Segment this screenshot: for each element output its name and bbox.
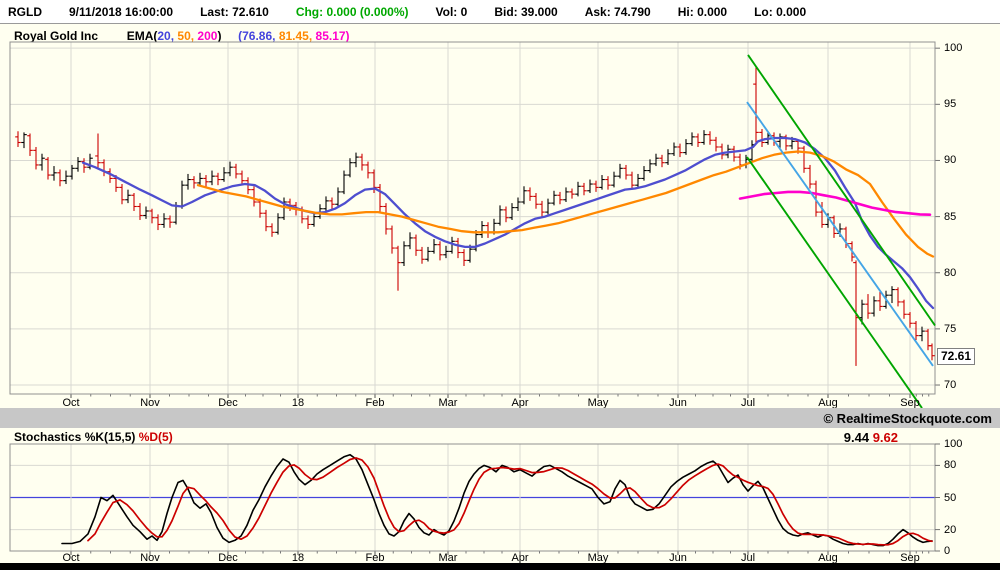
stoch-month-label: Dec: [218, 552, 238, 564]
stoch-d-value: 9.62: [872, 430, 898, 445]
ema-legend: EMA(20, 50, 200): [126, 29, 222, 43]
month-label: May: [587, 397, 609, 409]
stoch-month-label: 18: [291, 552, 305, 564]
stoch-y-label: 20: [944, 523, 957, 536]
month-label: Apr: [511, 397, 529, 409]
month-label: Mar: [438, 397, 458, 409]
month-label: Sep: [900, 397, 920, 409]
month-label: Jun: [669, 397, 687, 409]
month-label: Jul: [740, 397, 756, 409]
symbol-label: RGLD: [8, 4, 42, 19]
quote-low: Lo: 0.000: [754, 4, 807, 19]
stoch-month-label: Jun: [669, 552, 687, 564]
stoch-month-label: Feb: [365, 552, 385, 564]
y-axis-label: 100: [944, 42, 963, 55]
month-label: Dec: [218, 397, 238, 409]
stoch-title: Stochastics %K(15,5): [14, 430, 139, 444]
stoch-month-label: Nov: [140, 552, 160, 564]
stoch-y-label: 0: [944, 545, 951, 557]
stoch-month-label: May: [587, 552, 609, 564]
y-axis-label: 90: [944, 154, 957, 167]
stoch-y-label: 50: [944, 491, 957, 504]
ema-current-values: (76.86, 81.45, 85.17): [238, 29, 350, 43]
quote-change: Chg: 0.000 (0.000%): [295, 4, 409, 19]
main-price-chart: [9, 41, 940, 409]
y-axis-label: 85: [944, 210, 957, 223]
stoch-month-label: Oct: [62, 552, 80, 564]
last-price-marker: 72.61: [937, 347, 976, 365]
stoch-d-label: %D(5): [138, 430, 173, 444]
quote-bar: RGLD 9/11/2018 16:00:00 Last: 72.610 Chg…: [0, 0, 1000, 24]
month-label: Nov: [140, 397, 160, 409]
month-label: Oct: [62, 397, 80, 409]
quote-datetime: 9/11/2018 16:00:00: [69, 4, 174, 19]
quote-high: Hi: 0.000: [677, 4, 728, 19]
stoch-month-label: Sep: [900, 552, 920, 564]
quote-last: Last: 72.610: [200, 4, 269, 19]
month-label: Aug: [818, 397, 838, 409]
main-chart-title-row: Royal Gold Inc EMA(20, 50, 200) (76.86, …: [14, 29, 350, 43]
stoch-current-values: 9.44 9.62: [700, 430, 898, 445]
chart-title: Royal Gold Inc: [14, 29, 99, 43]
bottom-divider-bar: [0, 563, 1000, 570]
stoch-month-label: Mar: [438, 552, 458, 564]
stoch-title-row: Stochastics %K(15,5) %D(5): [14, 430, 173, 444]
month-label: Feb: [365, 397, 385, 409]
y-axis-label: 80: [944, 266, 957, 279]
copyright-band: © RealtimeStockquote.com: [0, 408, 1000, 428]
y-axis-label: 70: [944, 379, 957, 392]
y-axis-label: 95: [944, 98, 957, 111]
copyright-text: © RealtimeStockquote.com: [823, 410, 992, 426]
stoch-y-label: 80: [944, 459, 957, 472]
quote-bid: Bid: 39.000: [494, 4, 558, 19]
stoch-month-label: Jul: [740, 552, 756, 564]
quote-volume: Vol: 0: [435, 4, 468, 19]
stoch-month-label: Aug: [818, 552, 838, 564]
stochastics-chart: [9, 443, 940, 555]
stoch-month-label: Apr: [511, 552, 529, 564]
quote-ask: Ask: 74.790: [584, 4, 651, 19]
stoch-k-value: 9.44: [843, 430, 873, 445]
month-label: 18: [291, 397, 305, 409]
stoch-y-label: 100: [944, 438, 963, 450]
y-axis-label: 75: [944, 322, 957, 335]
